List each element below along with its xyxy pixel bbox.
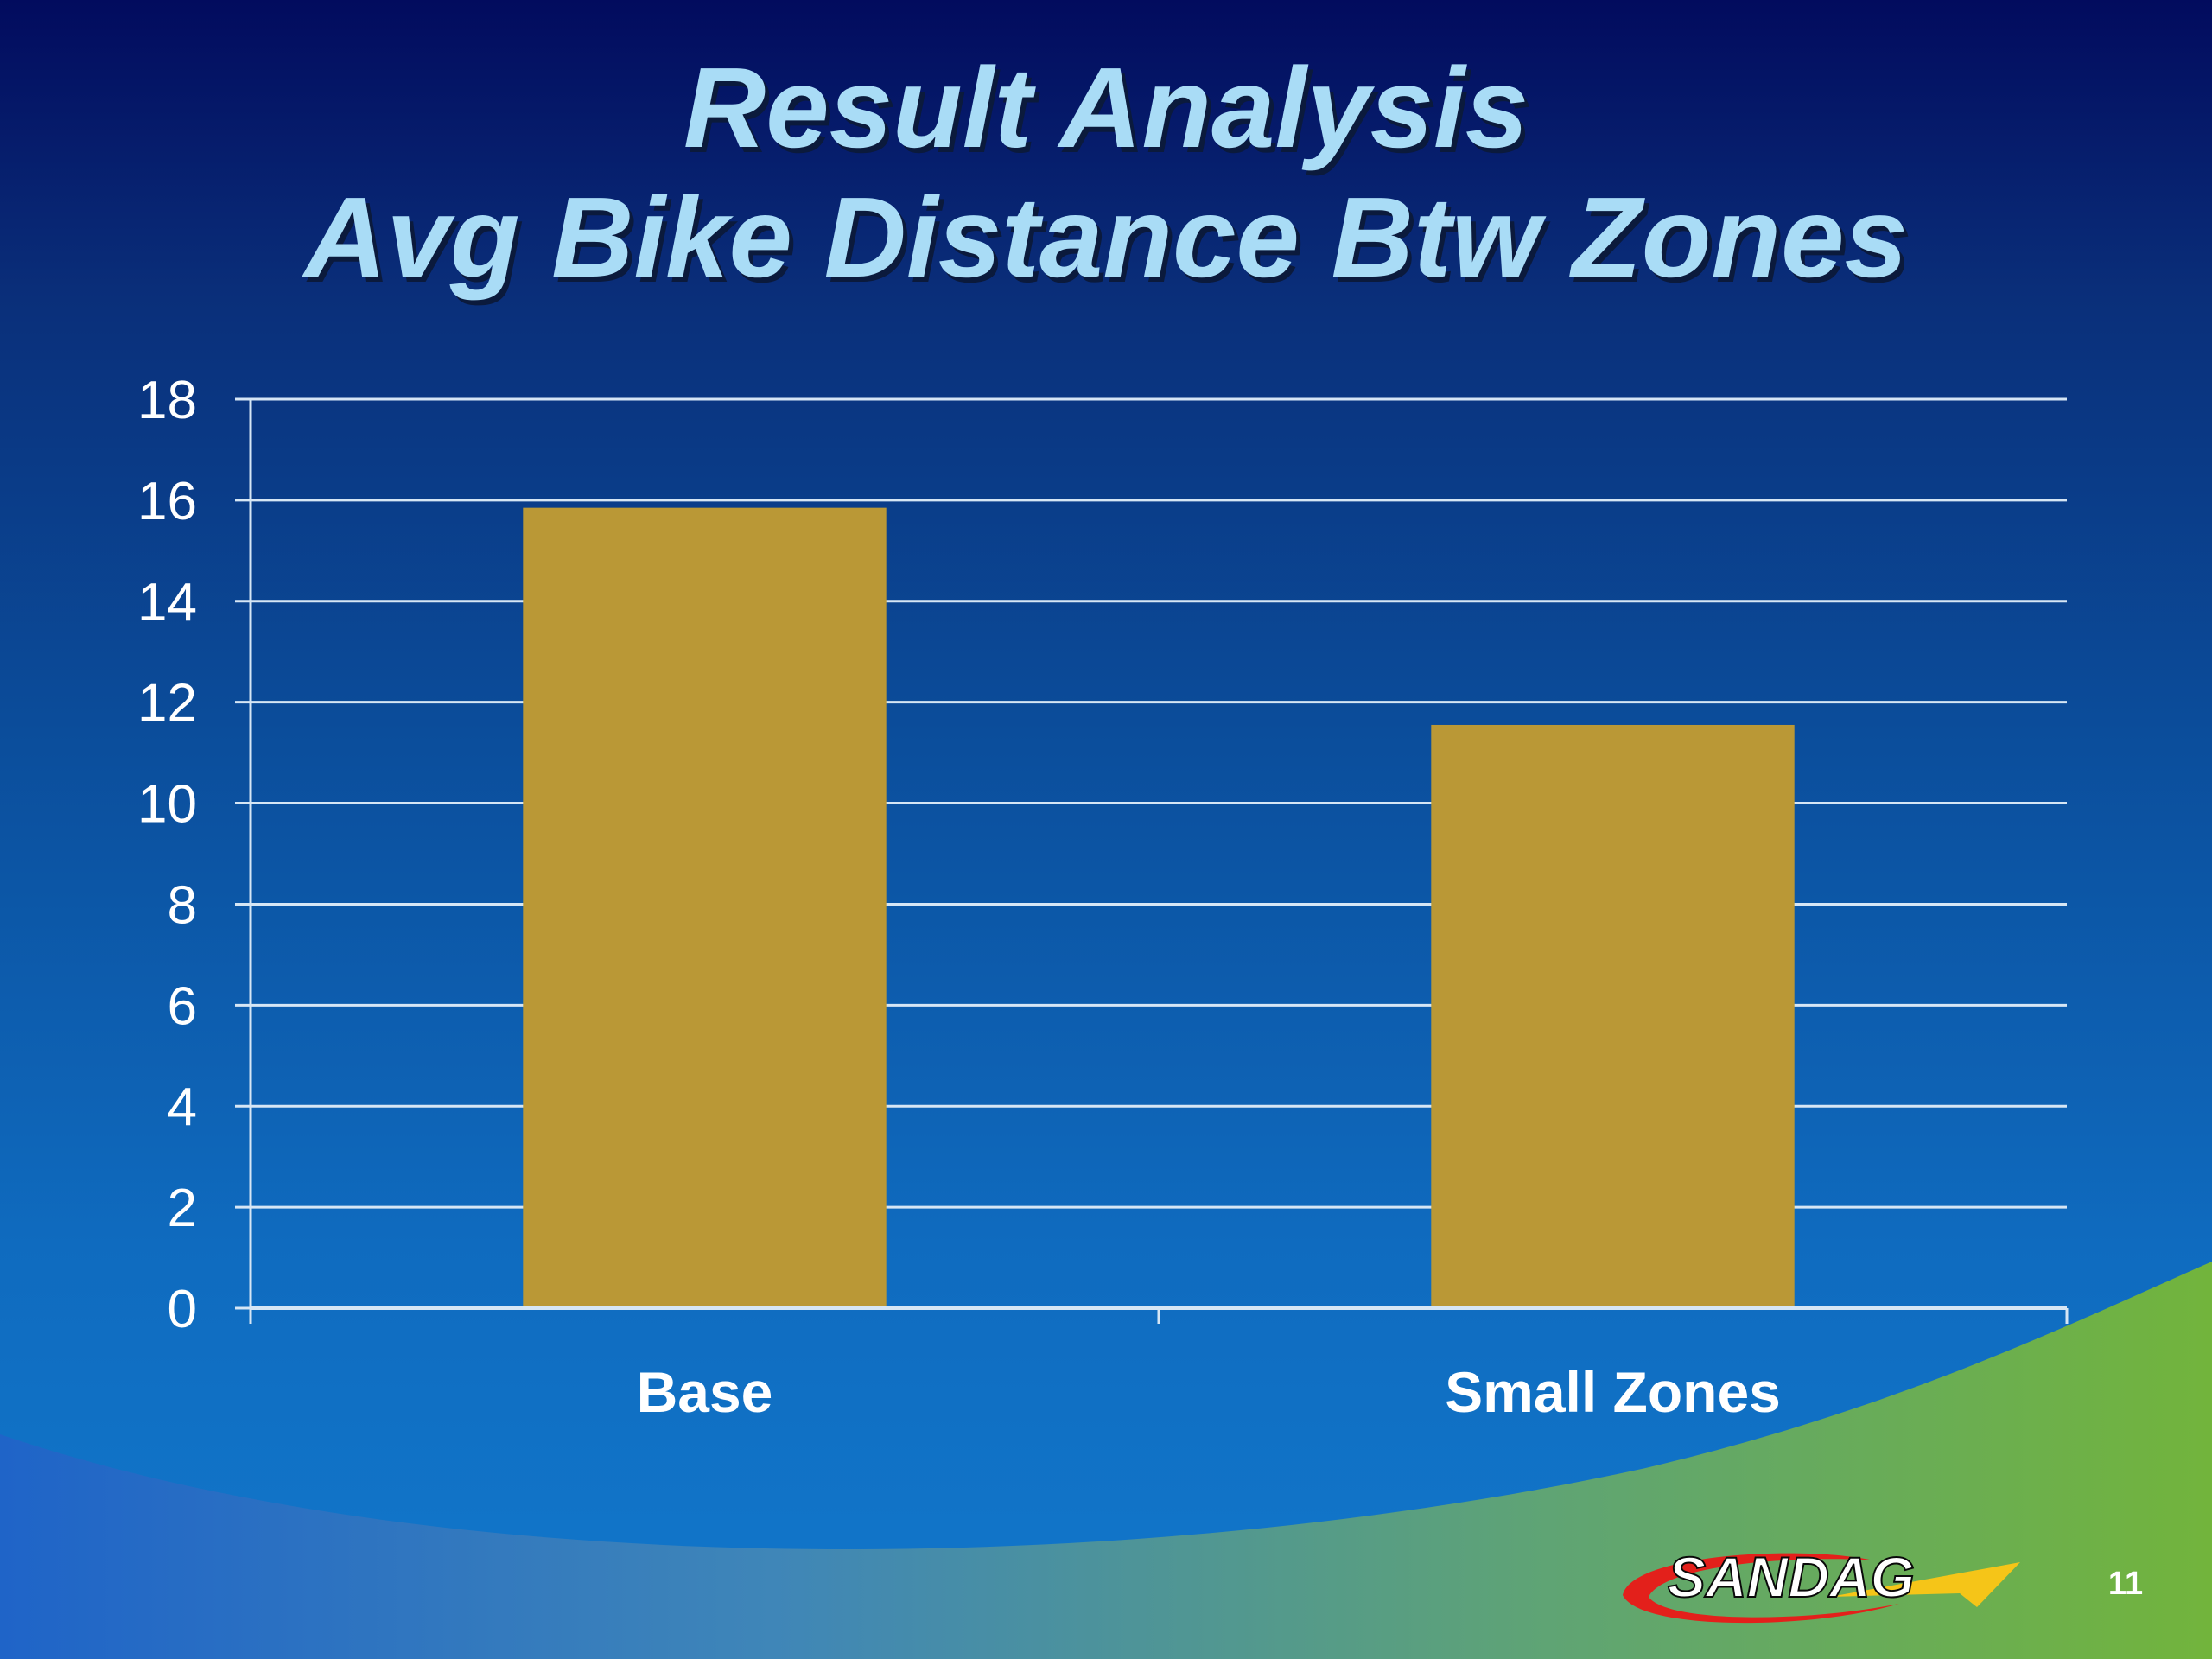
y-tick-label: 18 xyxy=(137,371,197,430)
y-tick-label: 10 xyxy=(137,775,197,835)
y-tick-label: 12 xyxy=(137,674,197,734)
page-number: 11 xyxy=(2107,1566,2144,1602)
y-tick-label: 2 xyxy=(168,1179,197,1238)
y-tick-label: 8 xyxy=(168,875,197,935)
logo-text: SANDAG xyxy=(1668,1545,1915,1609)
bars xyxy=(523,507,1795,1308)
sandag-logo: SANDAG xyxy=(1623,1544,2020,1624)
axes xyxy=(235,397,2069,1324)
x-category-label: Small Zones xyxy=(1445,1360,1781,1424)
axis-labels: 0 2 4 6 8 10 12 14 16 18 Base Small Zones xyxy=(137,371,1781,1424)
y-tick-label: 14 xyxy=(137,573,197,632)
y-tick-label: 6 xyxy=(168,976,197,1036)
title-line-2: Avg Bike Distance Btw Zones xyxy=(304,174,1908,301)
x-category-label: Base xyxy=(637,1360,773,1424)
green-wave xyxy=(0,1262,2212,1659)
slide-title: Result Analysis Avg Bike Distance Btw Zo… xyxy=(0,43,2212,302)
bar-base xyxy=(523,507,887,1308)
y-tick-label: 16 xyxy=(137,472,197,531)
logo-swoosh xyxy=(1623,1553,1899,1624)
y-tick-label: 0 xyxy=(168,1280,197,1339)
logo-arrow xyxy=(1830,1562,2020,1607)
y-tick-label: 4 xyxy=(168,1077,197,1137)
title-line-1: Result Analysis xyxy=(683,44,1529,171)
bar-small-zones xyxy=(1431,724,1795,1308)
